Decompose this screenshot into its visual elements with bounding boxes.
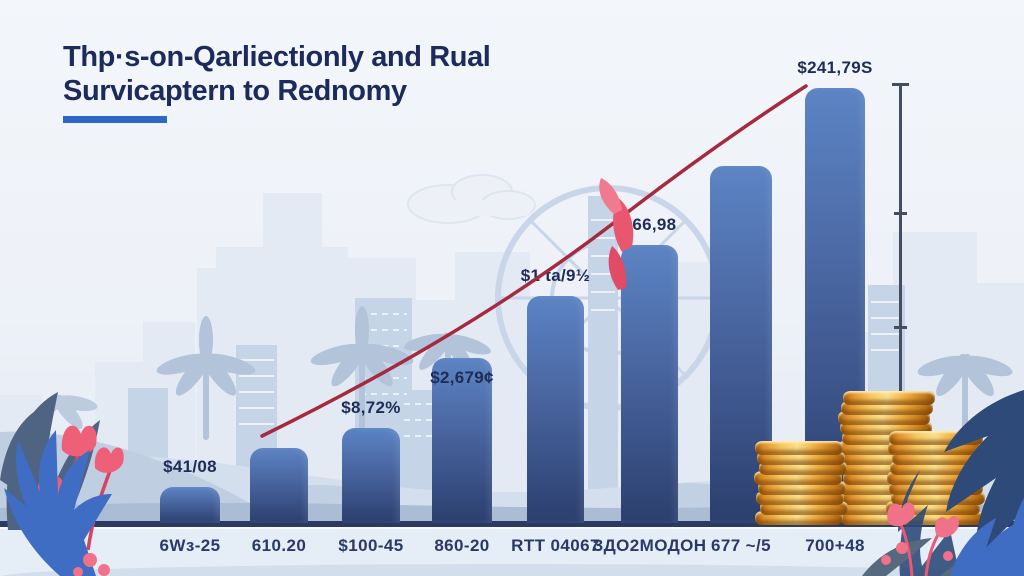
title-underline [63,116,167,123]
x-axis-label-strip: 6Wз-25 610.20 $100-45 860-20 RTT 04067 ЗДО2МО… [0,527,1024,576]
x-axis-label: ЗДО2МОДОН [592,536,707,555]
x-axis-label: 6Wз-25 [159,536,221,555]
bar-value-label: $241,79S [797,58,873,77]
gold-coin-icon [889,431,983,445]
x-axis-label: $100-45 [338,536,404,555]
x-axis-label: RTT 04067 [511,536,600,555]
title-line-1: Thp·s-on-Qarliectionly and Rual [63,41,491,73]
measure-line [899,84,902,440]
bar-category-3 [342,428,400,523]
x-axis-label: 700+48 [805,536,865,555]
chart-title: Thp·s-on-Qarliectionly and Rual Survicap… [63,40,491,123]
x-axis-label: 610.20 [251,536,307,555]
title-line-2: Survicaptern to Rednomy [63,75,407,107]
bar-category-1 [160,487,220,523]
bar-category-2 [250,448,308,523]
gold-coin-icon [843,391,935,405]
measure-tick [894,212,907,215]
x-axis-line [0,521,1024,527]
gold-coin-icon [755,441,843,455]
bar-value-label: $41/08 [163,457,217,476]
x-axis-label: 677 ~/5 [711,536,771,555]
x-axis-label: 860-20 [434,536,490,555]
ground-wave [0,564,1024,576]
measure-tick [894,326,907,329]
measure-top-cap [892,83,909,86]
